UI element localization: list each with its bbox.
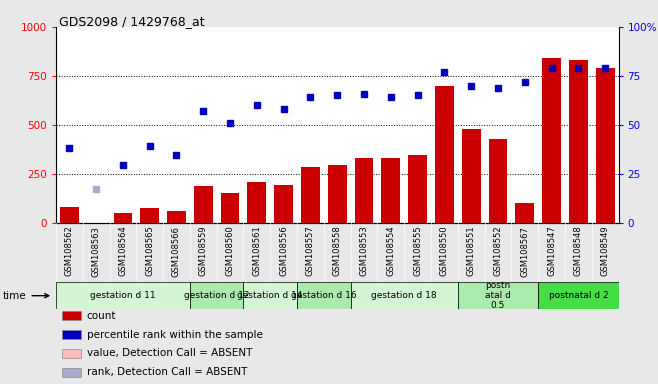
Text: gestation d 12: gestation d 12 xyxy=(184,291,249,300)
Text: GSM108560: GSM108560 xyxy=(226,226,234,276)
Text: GSM108556: GSM108556 xyxy=(279,226,288,276)
Bar xyxy=(274,185,293,223)
Bar xyxy=(243,282,297,309)
Text: percentile rank within the sample: percentile rank within the sample xyxy=(87,329,263,339)
Text: postn
atal d
0.5: postn atal d 0.5 xyxy=(485,281,511,310)
Text: gestation d 14: gestation d 14 xyxy=(238,291,303,300)
Text: GSM108564: GSM108564 xyxy=(118,226,128,276)
Text: GSM108563: GSM108563 xyxy=(91,226,101,276)
Text: count: count xyxy=(87,311,116,321)
Text: GSM108552: GSM108552 xyxy=(494,226,503,276)
Text: GSM108551: GSM108551 xyxy=(467,226,476,276)
Text: value, Detection Call = ABSENT: value, Detection Call = ABSENT xyxy=(87,348,252,358)
Bar xyxy=(60,207,79,223)
Bar xyxy=(140,208,159,223)
Bar xyxy=(301,167,320,223)
Bar xyxy=(515,203,534,223)
Bar xyxy=(351,282,458,309)
Bar xyxy=(62,330,81,339)
Bar xyxy=(595,68,615,223)
Text: GSM108548: GSM108548 xyxy=(574,226,583,276)
Text: GSM108558: GSM108558 xyxy=(333,226,342,276)
Bar xyxy=(538,282,619,309)
Bar xyxy=(56,282,190,309)
Bar xyxy=(458,282,538,309)
Bar xyxy=(167,211,186,223)
Bar xyxy=(408,155,427,223)
Text: postnatal d 2: postnatal d 2 xyxy=(549,291,608,300)
Bar xyxy=(220,194,240,223)
Text: rank, Detection Call = ABSENT: rank, Detection Call = ABSENT xyxy=(87,367,247,377)
Bar xyxy=(247,182,266,223)
Bar xyxy=(569,60,588,223)
Text: GSM108566: GSM108566 xyxy=(172,226,181,276)
Bar xyxy=(194,187,213,223)
Bar xyxy=(435,86,454,223)
Bar xyxy=(190,282,243,309)
Text: GSM108559: GSM108559 xyxy=(199,226,208,276)
Text: GSM108562: GSM108562 xyxy=(65,226,74,276)
Text: GSM108550: GSM108550 xyxy=(440,226,449,276)
Text: time: time xyxy=(3,291,49,301)
Bar xyxy=(114,213,132,223)
Text: GSM108554: GSM108554 xyxy=(386,226,395,276)
Bar xyxy=(297,282,351,309)
Bar xyxy=(489,139,507,223)
Text: GSM108547: GSM108547 xyxy=(547,226,556,276)
Bar xyxy=(355,158,373,223)
Text: gestation d 16: gestation d 16 xyxy=(291,291,357,300)
Text: GSM108565: GSM108565 xyxy=(145,226,154,276)
Text: GSM108561: GSM108561 xyxy=(253,226,261,276)
Text: GSM108549: GSM108549 xyxy=(601,226,609,276)
Bar xyxy=(328,165,347,223)
Text: GSM108555: GSM108555 xyxy=(413,226,422,276)
Bar xyxy=(62,311,81,320)
Bar xyxy=(62,367,81,376)
Bar xyxy=(462,129,480,223)
Bar xyxy=(382,158,400,223)
Text: GSM108567: GSM108567 xyxy=(520,226,529,276)
Text: gestation d 11: gestation d 11 xyxy=(90,291,156,300)
Bar xyxy=(542,58,561,223)
Text: gestation d 18: gestation d 18 xyxy=(371,291,437,300)
Text: GSM108557: GSM108557 xyxy=(306,226,315,276)
Bar xyxy=(62,349,81,358)
Text: GDS2098 / 1429768_at: GDS2098 / 1429768_at xyxy=(59,15,205,28)
Text: GSM108553: GSM108553 xyxy=(359,226,368,276)
